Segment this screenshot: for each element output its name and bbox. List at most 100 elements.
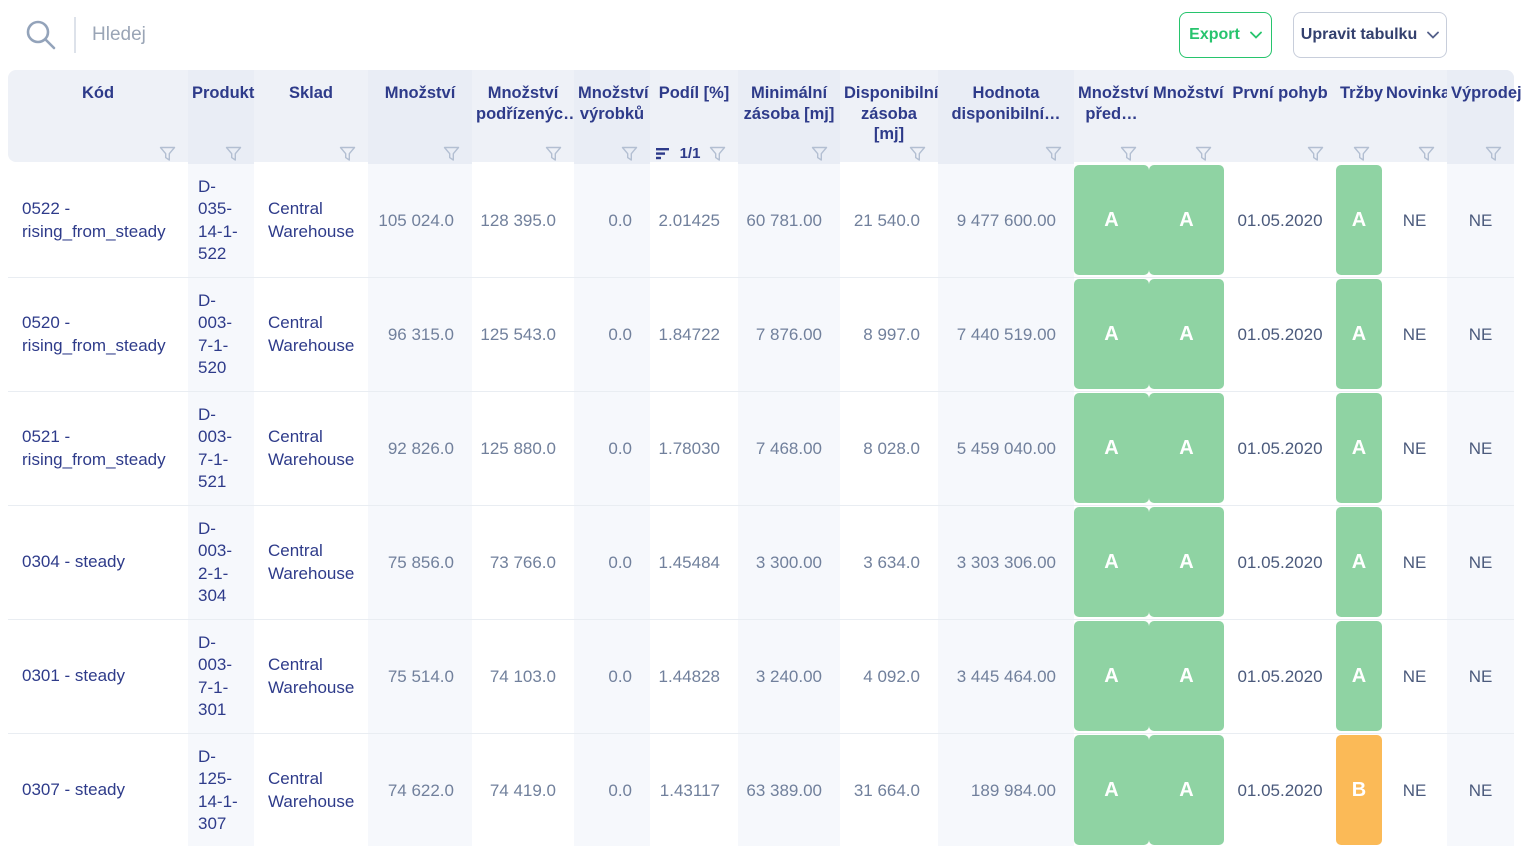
column-header-mnozstvi-pred[interactable]: Množství před… bbox=[1074, 70, 1149, 171]
table-row[interactable]: 0307 - steady D-125-14-1-307 Central War… bbox=[8, 734, 1514, 846]
table-row[interactable]: 0304 - steady D-003-2-1-304 Central Ware… bbox=[8, 506, 1514, 620]
cell-grade-mnozstvi-pred: A bbox=[1074, 620, 1149, 733]
cell-mnozstvi-podrizenych: 128 395.0 bbox=[480, 210, 556, 230]
filter-icon[interactable] bbox=[1485, 146, 1502, 162]
grade-badge: A bbox=[1149, 621, 1224, 731]
cell-grade-mnozstvi: A bbox=[1149, 392, 1224, 505]
cell-produkt: D-003-7-1-520 bbox=[188, 278, 254, 391]
cell-grade-mnozstvi: A bbox=[1149, 620, 1224, 733]
column-header-hodnota-disponibilni[interactable]: Hodnota disponibilní… bbox=[938, 70, 1074, 171]
filter-icon[interactable] bbox=[1195, 146, 1212, 162]
search-divider bbox=[74, 17, 76, 53]
grade-badge: A bbox=[1149, 735, 1224, 845]
column-header-mnozstvi-2[interactable]: Množství bbox=[1149, 70, 1224, 171]
filter-icon[interactable] bbox=[339, 146, 356, 162]
cell-minimalni-zasoba: 3 300.00 bbox=[738, 506, 840, 619]
cell-grade-mnozstvi-pred: A bbox=[1074, 734, 1149, 846]
filter-icon[interactable] bbox=[545, 146, 562, 162]
filter-icon[interactable] bbox=[159, 146, 176, 162]
grade-badge: A bbox=[1074, 279, 1149, 389]
cell-disponibilni-zasoba: 3 634.0 bbox=[863, 552, 920, 572]
cell-grade-trzby: A bbox=[1336, 278, 1382, 391]
cell-prvni-pohyb: 01.05.2020 bbox=[1237, 438, 1323, 458]
column-header-trzby[interactable]: Tržby bbox=[1336, 70, 1383, 171]
column-header-sklad[interactable]: Sklad bbox=[254, 70, 368, 171]
table-body: 0522 - rising_from_steady D-035-14-1-522… bbox=[8, 164, 1514, 846]
pagination-indicator: 1/1 bbox=[679, 145, 701, 163]
table-row[interactable]: 0522 - rising_from_steady D-035-14-1-522… bbox=[8, 164, 1514, 278]
search-bar[interactable] bbox=[24, 17, 1179, 53]
grade-badge: A bbox=[1074, 393, 1149, 503]
cell-grade-mnozstvi-pred: A bbox=[1074, 392, 1149, 505]
cell-mnozstvi: 75 514.0 bbox=[368, 620, 472, 733]
cell-novinka: NE bbox=[1402, 438, 1427, 458]
column-header-minimalni-zasoba[interactable]: Minimální zásoba [mj] bbox=[738, 70, 840, 171]
cell-mnozstvi-podrizenych: 74 419.0 bbox=[489, 780, 556, 800]
grade-badge: A bbox=[1336, 621, 1382, 731]
table-row[interactable]: 0521 - rising_from_steady D-003-7-1-521 … bbox=[8, 392, 1514, 506]
cell-disponibilni-zasoba: 31 664.0 bbox=[853, 780, 920, 800]
grade-badge: A bbox=[1074, 507, 1149, 617]
cell-kod: 0307 - steady bbox=[22, 780, 126, 800]
filter-icon[interactable] bbox=[1418, 146, 1435, 162]
edit-table-button[interactable]: Upravit tabulku bbox=[1293, 12, 1447, 58]
grade-badge: A bbox=[1149, 507, 1224, 617]
cell-podil: 1.84722 bbox=[658, 324, 720, 344]
filter-icon[interactable] bbox=[225, 146, 242, 162]
grade-badge: A bbox=[1149, 279, 1224, 389]
column-header-mnozstvi[interactable]: Množství bbox=[368, 70, 472, 171]
cell-minimalni-zasoba: 3 240.00 bbox=[738, 620, 840, 733]
export-button-label: Export bbox=[1189, 26, 1240, 43]
column-header-mnozstvi-vyrobku[interactable]: Množství výrobků bbox=[574, 70, 650, 171]
filter-icon[interactable] bbox=[443, 146, 460, 162]
column-header-kod[interactable]: Kód bbox=[8, 70, 188, 171]
filter-icon[interactable] bbox=[1307, 146, 1324, 162]
filter-icon[interactable] bbox=[709, 146, 726, 162]
cell-novinka: NE bbox=[1402, 210, 1427, 230]
cell-vyprodej: NE bbox=[1447, 392, 1514, 505]
cell-novinka: NE bbox=[1402, 780, 1427, 800]
column-header-prvni-pohyb[interactable]: První pohyb bbox=[1224, 70, 1336, 171]
cell-mnozstvi-vyrobku: 0.0 bbox=[574, 278, 650, 391]
search-icon[interactable] bbox=[24, 18, 58, 52]
filter-icon[interactable] bbox=[909, 146, 926, 162]
cell-mnozstvi-vyrobku: 0.0 bbox=[574, 164, 650, 277]
cell-hodnota-disponibilni: 9 477 600.00 bbox=[938, 164, 1074, 277]
cell-produkt: D-125-14-1-307 bbox=[188, 734, 254, 846]
cell-disponibilni-zasoba: 8 997.0 bbox=[863, 324, 920, 344]
cell-podil: 2.01425 bbox=[658, 210, 720, 230]
cell-grade-mnozstvi-pred: A bbox=[1074, 506, 1149, 619]
column-header-podil[interactable]: Podíl [%] 1/1 bbox=[650, 70, 738, 171]
cell-mnozstvi: 92 826.0 bbox=[368, 392, 472, 505]
cell-disponibilni-zasoba: 8 028.0 bbox=[863, 438, 920, 458]
column-header-produkt[interactable]: Produkt bbox=[188, 70, 254, 171]
filter-icon[interactable] bbox=[811, 146, 828, 162]
column-header-novinka[interactable]: Novinka bbox=[1382, 70, 1450, 171]
filter-icon[interactable] bbox=[1045, 146, 1062, 162]
table-row[interactable]: 0301 - steady D-003-7-1-301 Central Ware… bbox=[8, 620, 1514, 734]
data-table: Kód Produkt Sklad Množství Množství podř… bbox=[8, 70, 1522, 846]
cell-produkt: D-035-14-1-522 bbox=[188, 164, 254, 277]
export-button[interactable]: Export bbox=[1179, 12, 1272, 58]
grade-badge: A bbox=[1336, 165, 1382, 275]
sort-icon[interactable] bbox=[656, 147, 671, 160]
column-header-mnozstvi-podrizenych[interactable]: Množství podřízenýc… bbox=[472, 70, 580, 171]
cell-vyprodej: NE bbox=[1447, 620, 1514, 733]
cell-mnozstvi-podrizenych: 74 103.0 bbox=[489, 666, 556, 686]
cell-sklad: Central Warehouse bbox=[268, 769, 355, 811]
column-header-disponibilni-zasoba[interactable]: Disponibilní zásoba [mj] bbox=[840, 70, 938, 171]
filter-icon[interactable] bbox=[1120, 146, 1137, 162]
cell-disponibilni-zasoba: 4 092.0 bbox=[863, 666, 920, 686]
cell-grade-mnozstvi: A bbox=[1149, 164, 1224, 277]
cell-minimalni-zasoba: 7 876.00 bbox=[738, 278, 840, 391]
cell-grade-mnozstvi-pred: A bbox=[1074, 278, 1149, 391]
search-input[interactable] bbox=[92, 24, 1179, 46]
filter-icon[interactable] bbox=[621, 146, 638, 162]
filter-icon[interactable] bbox=[1353, 146, 1370, 162]
cell-mnozstvi-podrizenych: 125 543.0 bbox=[480, 324, 556, 344]
cell-sklad: Central Warehouse bbox=[268, 427, 355, 469]
cell-mnozstvi: 75 856.0 bbox=[368, 506, 472, 619]
column-header-vyprodej[interactable]: Výprodej bbox=[1447, 70, 1522, 171]
cell-minimalni-zasoba: 60 781.00 bbox=[738, 164, 840, 277]
table-row[interactable]: 0520 - rising_from_steady D-003-7-1-520 … bbox=[8, 278, 1514, 392]
